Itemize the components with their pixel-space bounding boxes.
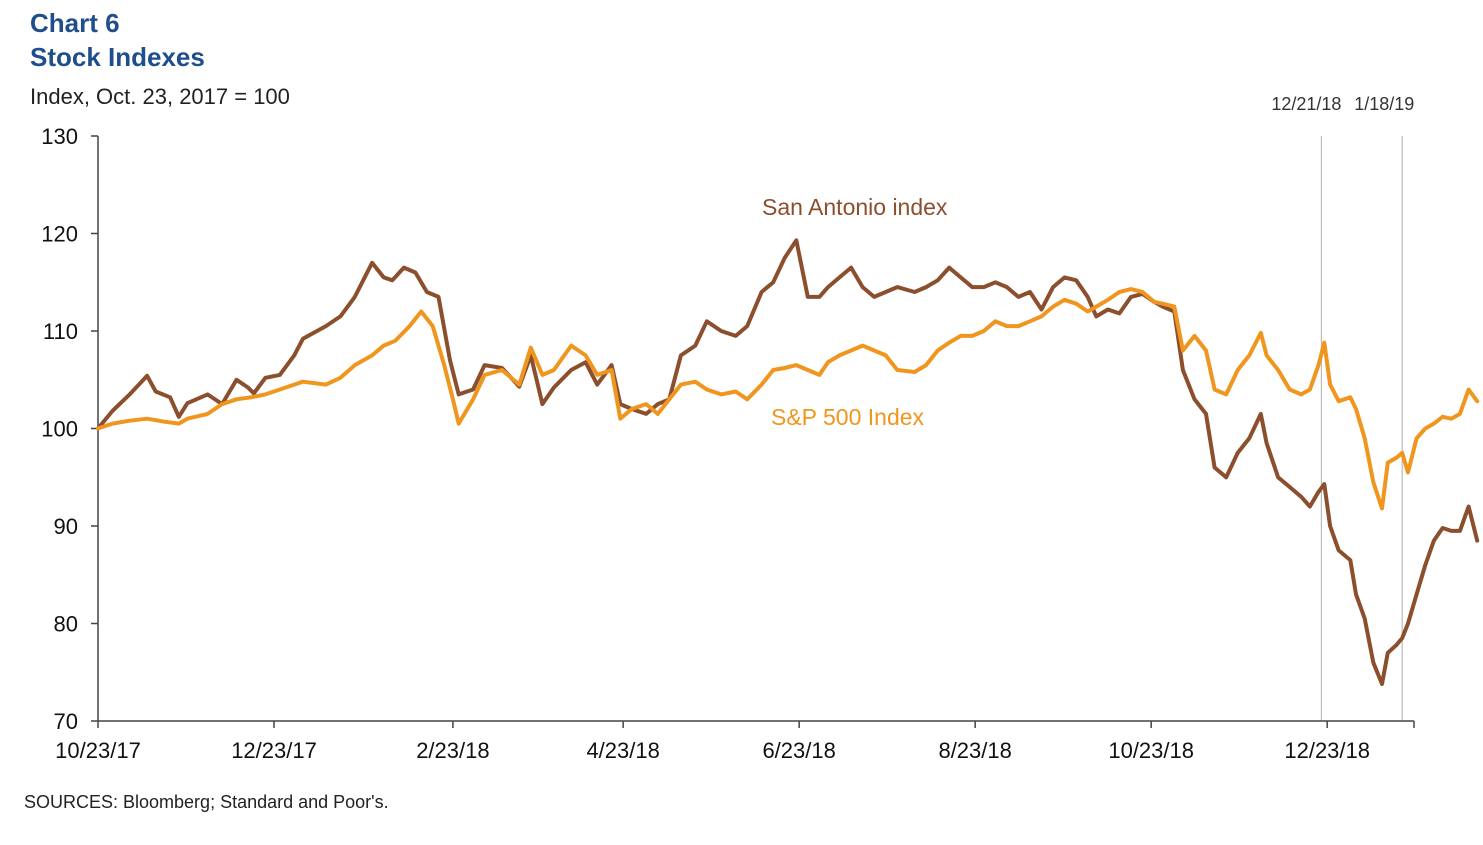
- y-tick-label: 130: [41, 124, 78, 149]
- series-line-s-p-500-index: [96, 287, 1480, 511]
- y-tick-label: 120: [41, 222, 78, 247]
- x-tick-label: 2/23/18: [416, 738, 489, 763]
- y-axis-label: Index, Oct. 23, 2017 = 100: [30, 84, 290, 109]
- marker-label: 1/18/19: [1354, 94, 1414, 114]
- series-line-san-antonio-index: [96, 238, 1480, 686]
- y-tick-label: 80: [54, 612, 78, 637]
- source-note: SOURCES: Bloomberg; Standard and Poor's.: [24, 792, 389, 812]
- x-tick-label: 12/23/17: [231, 738, 317, 763]
- chart-title: Stock Indexes: [30, 42, 205, 72]
- x-tick-label: 8/23/18: [938, 738, 1011, 763]
- y-tick-label: 70: [54, 709, 78, 734]
- y-tick-label: 110: [43, 319, 78, 344]
- series-annotation: S&P 500 Index: [771, 404, 925, 430]
- y-tick-label: 100: [41, 417, 78, 442]
- x-tick-label: 10/23/18: [1108, 738, 1194, 763]
- marker-label: 12/21/18: [1271, 94, 1341, 114]
- chart-number: Chart 6: [30, 8, 120, 38]
- x-tick-label: 4/23/18: [586, 738, 659, 763]
- date-markers: 12/21/18 1/18/19: [1271, 94, 1414, 721]
- y-tick-label: 90: [54, 514, 78, 539]
- series-annotations: San Antonio index S&P 500 Index: [762, 194, 948, 430]
- x-tick-label: 10/23/17: [55, 738, 141, 763]
- x-tick-label: 12/23/18: [1284, 738, 1370, 763]
- series-lines: [96, 238, 1480, 686]
- axes: 70 80 90 100 110 120 130 10/23/17 12/23/17 2/23/1…: [41, 124, 1415, 763]
- x-tick-label: 6/23/18: [762, 738, 835, 763]
- series-annotation: San Antonio index: [762, 194, 948, 220]
